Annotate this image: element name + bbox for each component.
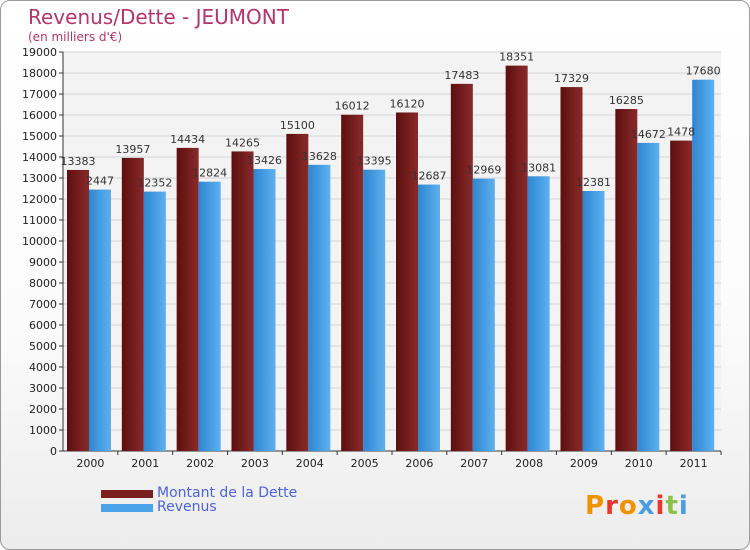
data-label-dette: 13957: [115, 143, 150, 156]
y-tick-label: 17000: [22, 88, 57, 101]
x-tick-label: 2008: [515, 457, 543, 470]
bar-revenus: [472, 178, 495, 451]
x-tick-label: 2000: [76, 457, 104, 470]
data-label-revenus: 12969: [466, 164, 501, 177]
y-tick-label: 18000: [22, 67, 57, 80]
bar-revenus: [527, 176, 550, 451]
data-label-dette: 16285: [609, 94, 644, 107]
bar-revenus: [582, 190, 605, 451]
data-label-revenus: 12381: [576, 176, 611, 189]
logo-letter: P: [585, 491, 606, 521]
x-tick-label: 2003: [241, 457, 269, 470]
x-tick-label: 2006: [405, 457, 433, 470]
bar-revenus: [89, 189, 111, 451]
bar-revenus: [308, 164, 331, 451]
logo-letter: o: [618, 491, 638, 521]
bar-dette: [560, 87, 583, 451]
bar-revenus: [143, 191, 166, 451]
x-tick-label: 2001: [131, 457, 159, 470]
x-tick-label: 2004: [296, 457, 324, 470]
bar-dette: [176, 147, 199, 452]
data-label-dette: 15100: [280, 119, 315, 132]
chart-subtitle: (en milliers d'€): [28, 30, 123, 44]
x-tick-label: 2005: [351, 457, 379, 470]
data-label-revenus: 12687: [412, 170, 447, 183]
data-label-dette: 14265: [225, 136, 260, 149]
y-tick-label: 8000: [29, 277, 57, 290]
legend-label-revenus: Revenus: [157, 499, 217, 515]
y-tick-label: 19000: [22, 46, 57, 59]
plot-area: [63, 52, 721, 451]
data-label-dette: 16120: [390, 97, 425, 110]
y-tick-label: 14000: [22, 151, 57, 164]
data-label-dette: 17483: [444, 69, 479, 82]
bar-revenus: [692, 79, 715, 451]
data-label-revenus: 13426: [247, 154, 282, 167]
data-label-revenus: 13081: [521, 161, 556, 174]
bar-dette: [341, 114, 364, 452]
bar-dette: [396, 112, 418, 451]
y-tick-label: 3000: [29, 382, 57, 395]
bar-revenus: [253, 169, 276, 451]
y-tick-label: 9000: [29, 256, 57, 269]
y-tick-label: 1000: [29, 424, 57, 437]
y-tick-label: 13000: [22, 172, 57, 185]
bar-dette: [231, 151, 254, 451]
x-tick-label: 2009: [570, 457, 598, 470]
data-label-dette: 13383: [61, 155, 96, 168]
x-tick-label: 2011: [680, 457, 708, 470]
data-label-dette: 16012: [335, 100, 370, 113]
y-tick-label: 10000: [22, 235, 57, 248]
logo-letter: r: [605, 491, 619, 521]
data-label-dette: 17329: [554, 72, 589, 85]
logo-letter: i: [655, 491, 666, 521]
y-tick-label: 7000: [29, 298, 57, 311]
y-tick-label: 12000: [22, 193, 57, 206]
x-tick-label: 2002: [186, 457, 214, 470]
y-tick-label: 4000: [29, 361, 57, 374]
data-label-revenus: 12824: [192, 167, 227, 180]
legend-label-dette: Montant de la Dette: [157, 485, 298, 501]
x-tick-label: 2010: [625, 457, 653, 470]
proxiti-logo: Proxiti: [585, 491, 689, 521]
data-label-revenus: 17680: [686, 65, 721, 78]
bar-dette: [67, 169, 89, 451]
y-tick-label: 11000: [22, 214, 57, 227]
logo-letter: x: [637, 491, 656, 521]
y-tick-label: 0: [50, 445, 57, 458]
bar-dette: [450, 83, 473, 452]
bar-dette: [670, 140, 693, 451]
logo-letter: t: [665, 491, 679, 521]
y-tick-label: 15000: [22, 130, 57, 143]
legend-swatch-revenus: [101, 504, 153, 512]
legend-swatch-dette: [101, 490, 153, 498]
bar-revenus: [637, 142, 660, 451]
data-label-revenus: 12352: [137, 177, 172, 190]
bar-dette: [286, 133, 309, 451]
bar-dette: [505, 65, 528, 451]
bar-revenus: [363, 169, 386, 451]
data-label-dette: 18351: [499, 51, 534, 64]
data-label-revenus: 14672: [631, 128, 666, 141]
x-tick-label: 2007: [460, 457, 488, 470]
data-label-dette: 14434: [170, 133, 205, 146]
y-tick-label: 5000: [29, 340, 57, 353]
data-label-revenus: 2447: [86, 175, 114, 188]
bar-revenus: [198, 181, 221, 452]
y-tick-label: 6000: [29, 319, 57, 332]
data-label-revenus: 13395: [357, 155, 392, 168]
bar-dette: [615, 109, 638, 451]
bar-dette: [121, 157, 144, 451]
bar-revenus: [418, 184, 440, 451]
y-tick-label: 2000: [29, 403, 57, 416]
data-label-revenus: 13628: [302, 150, 337, 163]
chart-title: Revenus/Dette - JEUMONT: [28, 5, 289, 29]
data-label-dette: 1478: [667, 126, 695, 139]
logo-letter: i: [678, 491, 689, 521]
y-tick-label: 16000: [22, 109, 57, 122]
